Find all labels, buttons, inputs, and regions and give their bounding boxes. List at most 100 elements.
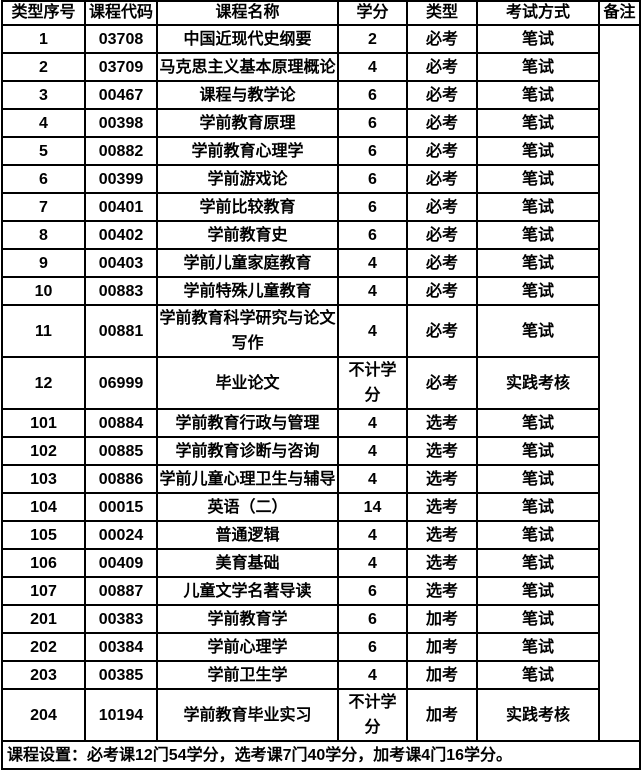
type-cell: 必考	[406, 276, 478, 306]
credits-cell: 4	[337, 436, 408, 466]
table-row: 6 00399 学前游戏论 6 必考 笔试	[1, 164, 640, 194]
table-row: 7 00401 学前比较教育 6 必考 笔试	[1, 192, 640, 222]
type-cell: 必考	[406, 80, 478, 110]
course-code-cell: 00385	[84, 660, 158, 690]
type-cell: 必考	[406, 304, 478, 358]
table-row: 201 00383 学前教育学 6 加考 笔试	[1, 604, 640, 634]
course-code-cell: 00885	[84, 436, 158, 466]
exam-method-cell: 笔试	[476, 108, 600, 138]
exam-method-cell: 笔试	[476, 248, 600, 278]
type-seq-cell: 103	[1, 464, 86, 494]
type-cell: 必考	[406, 248, 478, 278]
exam-method-cell: 笔试	[476, 80, 600, 110]
exam-method-cell: 笔试	[476, 408, 600, 438]
course-code-cell: 00399	[84, 164, 158, 194]
table-row: 5 00882 学前教育心理学 6 必考 笔试	[1, 136, 640, 166]
credits-cell: 不计学分	[337, 356, 408, 410]
exam-method-cell: 笔试	[476, 24, 600, 54]
course-code-cell: 00467	[84, 80, 158, 110]
type-seq-cell: 3	[1, 80, 86, 110]
type-cell: 选考	[406, 492, 478, 522]
course-code-cell: 00887	[84, 576, 158, 606]
table-row: 2 03709 马克思主义基本原理概论 4 必考 笔试	[1, 52, 640, 82]
type-seq-cell: 4	[1, 108, 86, 138]
type-cell: 必考	[406, 24, 478, 54]
table-row: 1 03708 中国近现代史纲要 2 必考 笔试	[1, 24, 641, 742]
exam-method-cell: 笔试	[476, 276, 600, 306]
footer-row: 课程设置：必考课12门54学分，选考课7门40学分，加考课4门16学分。	[1, 740, 641, 770]
exam-method-cell: 笔试	[476, 464, 600, 494]
type-seq-cell: 10	[1, 276, 86, 306]
type-seq-cell: 9	[1, 248, 86, 278]
type-seq-cell: 1	[1, 24, 86, 54]
credits-cell: 4	[337, 248, 408, 278]
course-name-cell: 学前儿童心理卫生与辅导	[156, 464, 339, 494]
table-footer: 课程设置：必考课12门54学分，选考课7门40学分，加考课4门16学分。	[1, 740, 641, 770]
course-name-cell: 普通逻辑	[156, 520, 339, 550]
course-name-cell: 学前教育原理	[156, 108, 339, 138]
course-name-cell: 学前特殊儿童教育	[156, 276, 339, 306]
exam-method-cell: 笔试	[476, 436, 600, 466]
type-seq-cell: 7	[1, 192, 86, 222]
course-code-cell: 03708	[84, 24, 158, 54]
table-row: 9 00403 学前儿童家庭教育 4 必考 笔试	[1, 248, 640, 278]
course-name-cell: 学前儿童家庭教育	[156, 248, 339, 278]
column-header-exam-method: 考试方式	[476, 0, 600, 26]
column-header-type-seq: 类型序号	[1, 0, 86, 26]
course-code-cell: 00882	[84, 136, 158, 166]
column-header-type: 类型	[406, 0, 478, 26]
credits-cell: 6	[337, 576, 408, 606]
table-row: 3 00467 课程与教学论 6 必考 笔试	[1, 80, 640, 110]
course-code-cell: 00403	[84, 248, 158, 278]
exam-method-cell: 实践考核	[476, 688, 600, 742]
type-seq-cell: 203	[1, 660, 86, 690]
type-cell: 加考	[406, 604, 478, 634]
course-code-cell: 00883	[84, 276, 158, 306]
course-name-cell: 英语（二）	[156, 492, 339, 522]
column-header-course-code: 课程代码	[84, 0, 158, 26]
credits-cell: 2	[337, 24, 408, 54]
course-code-cell: 00398	[84, 108, 158, 138]
course-code-cell: 00881	[84, 304, 158, 358]
type-seq-cell: 6	[1, 164, 86, 194]
course-name-cell: 学前游戏论	[156, 164, 339, 194]
exam-method-cell: 笔试	[476, 660, 600, 690]
exam-method-cell: 笔试	[476, 192, 600, 222]
type-cell: 必考	[406, 108, 478, 138]
type-seq-cell: 106	[1, 548, 86, 578]
column-header-course-name: 课程名称	[156, 0, 339, 26]
exam-method-cell: 笔试	[476, 520, 600, 550]
table-row: 10 00883 学前特殊儿童教育 4 必考 笔试	[1, 276, 640, 306]
credits-cell: 6	[337, 192, 408, 222]
exam-method-cell: 实践考核	[476, 356, 600, 410]
table-row: 107 00887 儿童文学名著导读 6 选考 笔试	[1, 576, 640, 606]
credits-cell: 6	[337, 604, 408, 634]
type-cell: 加考	[406, 632, 478, 662]
table-row: 102 00885 学前教育诊断与咨询 4 选考 笔试	[1, 436, 640, 466]
course-name-cell: 马克思主义基本原理概论	[156, 52, 339, 82]
course-code-cell: 00401	[84, 192, 158, 222]
type-cell: 选考	[406, 548, 478, 578]
course-name-cell: 学前教育行政与管理	[156, 408, 339, 438]
exam-method-cell: 笔试	[476, 576, 600, 606]
type-seq-cell: 12	[1, 356, 86, 410]
course-name-cell: 学前卫生学	[156, 660, 339, 690]
course-name-cell: 学前教育诊断与咨询	[156, 436, 339, 466]
credits-cell: 4	[337, 304, 408, 358]
course-name-cell: 课程与教学论	[156, 80, 339, 110]
table-row: 12 06999 毕业论文 不计学分 必考 实践考核	[1, 356, 640, 410]
course-code-cell: 00383	[84, 604, 158, 634]
credits-cell: 4	[337, 464, 408, 494]
type-cell: 必考	[406, 220, 478, 250]
exam-method-cell: 笔试	[476, 220, 600, 250]
credits-cell: 4	[337, 52, 408, 82]
course-name-cell: 学前教育学	[156, 604, 339, 634]
table-header: 类型序号 课程代码 课程名称 学分 类型 考试方式 备注	[1, 0, 641, 26]
course-name-cell: 美育基础	[156, 548, 339, 578]
course-name-cell: 学前教育史	[156, 220, 339, 250]
credits-cell: 6	[337, 80, 408, 110]
type-seq-cell: 102	[1, 436, 86, 466]
type-seq-cell: 8	[1, 220, 86, 250]
type-cell: 必考	[406, 136, 478, 166]
course-code-cell: 10194	[84, 688, 158, 742]
